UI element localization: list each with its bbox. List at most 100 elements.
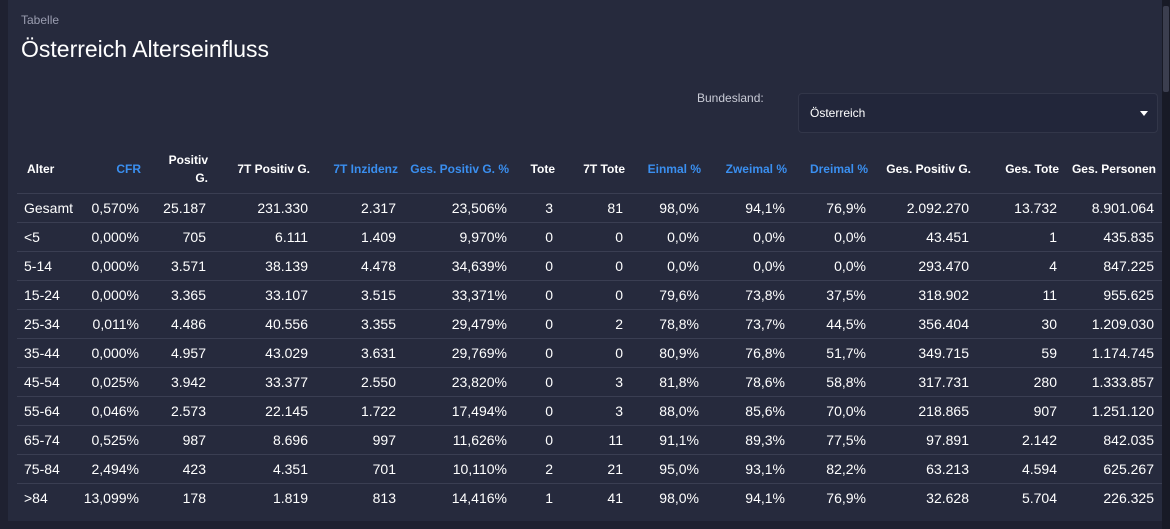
cell-tote: 0 [515, 367, 561, 397]
column-header-gespositivpct[interactable]: Ges. Positiv G. % [410, 162, 509, 176]
cell-positiv: 705 [147, 222, 214, 252]
cell-dreimal: 82,2% [793, 454, 874, 484]
cell-tote: 3 [515, 193, 561, 223]
cell-positiv: 3.942 [147, 367, 214, 397]
cell-inzidenz: 701 [316, 454, 404, 484]
cell-zweimal: 0,0% [707, 251, 793, 281]
cell-gespersonen: 842.035 [1065, 425, 1162, 455]
cell-alter: 45-54 [17, 367, 72, 397]
cell-cfr: 2,494% [72, 454, 147, 484]
cell-cfr: 0,011% [72, 309, 147, 339]
cell-inzidenz: 3.631 [316, 338, 404, 368]
cell-einmal: 79,6% [631, 280, 707, 310]
column-header-gespersonen: Ges. Personen [1071, 162, 1156, 176]
cell-gestote: 4.594 [977, 454, 1065, 484]
cell-gestote: 13.732 [977, 193, 1065, 223]
column-header-gespositiv: Ges. Positiv G. [886, 162, 971, 176]
cell-tote7t: 2 [561, 309, 631, 339]
cell-gespositivpct: 10,110% [404, 454, 515, 484]
column-header-zweimal[interactable]: Zweimal % [725, 162, 787, 176]
cell-gestote: 59 [977, 338, 1065, 368]
cell-gespositiv: 97.891 [874, 425, 977, 455]
cell-gestote: 4 [977, 251, 1065, 281]
cell-gespositivpct: 23,506% [404, 193, 515, 223]
cell-cfr: 0,570% [72, 193, 147, 223]
cell-alter: 65-74 [17, 425, 72, 455]
cell-tote7t: 0 [561, 280, 631, 310]
chevron-down-icon [1140, 111, 1148, 116]
cell-einmal: 91,1% [631, 425, 707, 455]
cell-tote: 0 [515, 425, 561, 455]
table-body: Gesamt 0,570% 25.187 231.330 2.317 23,506% 3 81… [17, 193, 1162, 512]
cell-tote7t: 0 [561, 251, 631, 281]
cell-inzidenz: 2.317 [316, 193, 404, 223]
cell-tote: 0 [515, 338, 561, 368]
cell-cfr: 0,000% [72, 251, 147, 281]
column-header-inzidenz[interactable]: 7T Inzidenz [333, 162, 398, 176]
cell-gestote: 1 [977, 222, 1065, 252]
cell-gestote: 2.142 [977, 425, 1065, 455]
cell-positiv: 2.573 [147, 396, 214, 426]
table-row: 75-84 2,494% 423 4.351 701 10,110% 2 21 95,0% 93,… [17, 454, 1162, 484]
cell-tote7t: 21 [561, 454, 631, 484]
cell-positiv7t: 1.819 [214, 483, 316, 512]
table-row: 55-64 0,046% 2.573 22.145 1.722 17,494% 0 3 88,0… [17, 396, 1162, 426]
scrollbar-thumb[interactable] [1163, 6, 1169, 92]
cell-positiv7t: 33.377 [214, 367, 316, 397]
cell-tote: 0 [515, 280, 561, 310]
column-header-positiv: Positiv G. [168, 153, 208, 185]
cell-einmal: 0,0% [631, 251, 707, 281]
cell-einmal: 81,8% [631, 367, 707, 397]
cell-einmal: 78,8% [631, 309, 707, 339]
column-header-cfr[interactable]: CFR [116, 162, 141, 176]
cell-alter: 55-64 [17, 396, 72, 426]
cell-gespersonen: 226.325 [1065, 483, 1162, 512]
cell-cfr: 0,000% [72, 222, 147, 252]
cell-inzidenz: 3.515 [316, 280, 404, 310]
cell-zweimal: 0,0% [707, 222, 793, 252]
table-header-row: Alter CFR Positiv G. 7T Positiv G. 7T Inzide… [17, 145, 1162, 194]
cell-gespersonen: 847.225 [1065, 251, 1162, 281]
cell-alter: Gesamt [17, 193, 73, 223]
cell-gespositiv: 218.865 [874, 396, 977, 426]
cell-gespositivpct: 33,371% [404, 280, 515, 310]
cell-dreimal: 51,7% [793, 338, 874, 368]
cell-cfr: 0,046% [72, 396, 147, 426]
cell-gestote: 280 [977, 367, 1065, 397]
cell-gespersonen: 1.209.030 [1065, 309, 1162, 339]
cell-dreimal: 58,8% [793, 367, 874, 397]
cell-gespersonen: 625.267 [1065, 454, 1162, 484]
bundesland-select[interactable]: Österreich [798, 93, 1158, 133]
column-header-positiv7t: 7T Positiv G. [237, 162, 310, 176]
cell-gespositivpct: 23,820% [404, 367, 515, 397]
cell-tote7t: 3 [561, 396, 631, 426]
cell-gestote: 5.704 [977, 483, 1065, 512]
cell-dreimal: 37,5% [793, 280, 874, 310]
cell-tote: 0 [515, 309, 561, 339]
cell-gespersonen: 955.625 [1065, 280, 1162, 310]
column-header-dreimal[interactable]: Dreimal % [809, 162, 868, 176]
bundesland-selected-value: Österreich [810, 106, 866, 120]
column-header-einmal[interactable]: Einmal % [647, 162, 701, 176]
cell-dreimal: 44,5% [793, 309, 874, 339]
cell-gespositiv: 318.902 [874, 280, 977, 310]
cell-tote: 0 [515, 251, 561, 281]
table-row: <5 0,000% 705 6.111 1.409 9,970% 0 0 0,0% 0,0% 0,0… [17, 222, 1162, 252]
cell-positiv: 3.571 [147, 251, 214, 281]
cell-alter: 5-14 [17, 251, 72, 281]
cell-zweimal: 89,3% [707, 425, 793, 455]
scrollbar-track[interactable] [1162, 0, 1170, 529]
cell-tote: 0 [515, 222, 561, 252]
column-header-alter: Alter [27, 162, 55, 176]
cell-gespositiv: 43.451 [874, 222, 977, 252]
cell-gespersonen: 435.835 [1065, 222, 1162, 252]
cell-positiv7t: 38.139 [214, 251, 316, 281]
cell-positiv7t: 8.696 [214, 425, 316, 455]
cell-positiv7t: 231.330 [214, 193, 316, 223]
cell-einmal: 0,0% [631, 222, 707, 252]
table-row: >84 13,099% 178 1.819 813 14,416% 1 41 98,0% 94,1… [17, 483, 1162, 512]
cell-dreimal: 70,0% [793, 396, 874, 426]
cell-gespositiv: 63.213 [874, 454, 977, 484]
table-row: 35-44 0,000% 4.957 43.029 3.631 29,769% 0 0 80,9… [17, 338, 1162, 368]
cell-inzidenz: 1.722 [316, 396, 404, 426]
